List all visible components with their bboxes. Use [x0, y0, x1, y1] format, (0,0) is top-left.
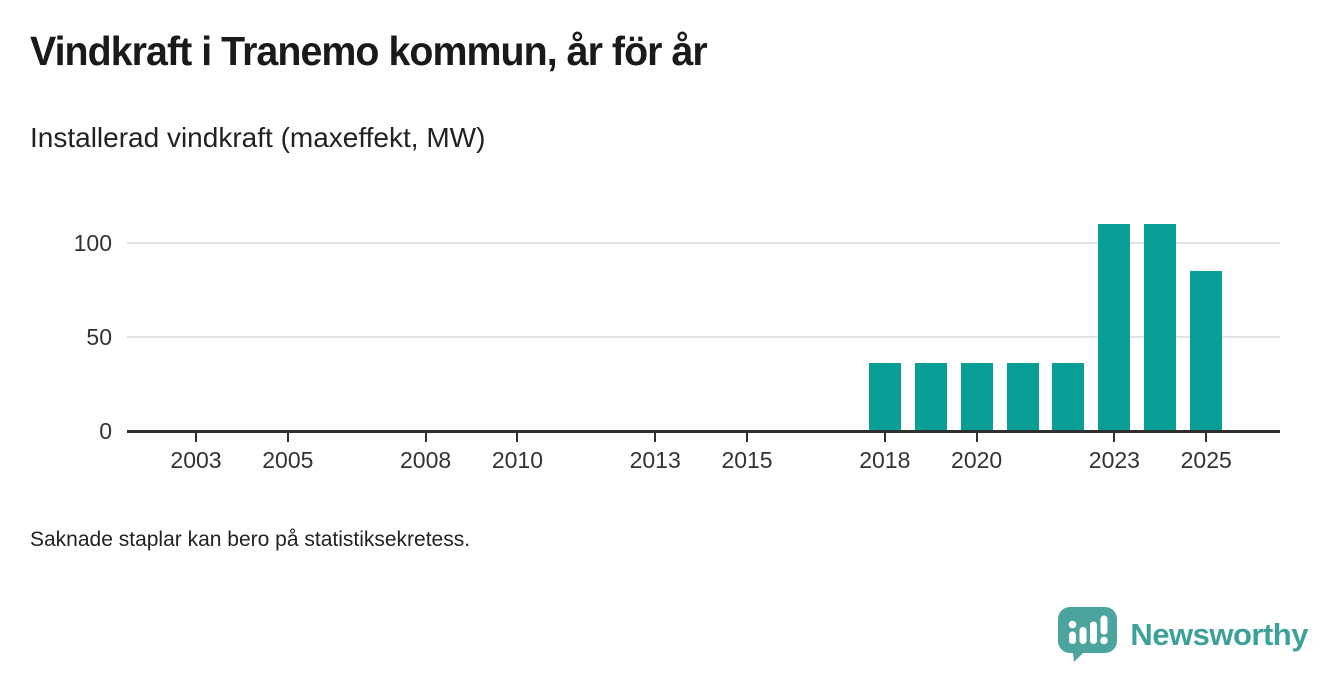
y-axis-label-50: 50: [86, 323, 112, 350]
x-tick-2023: [1113, 433, 1116, 442]
x-tick-2025: [1205, 433, 1208, 442]
bar-2019: [914, 363, 947, 430]
x-tick-2018: [883, 433, 886, 442]
x-axis-label-2018: 2018: [859, 447, 911, 473]
y-axis-label-0: 0: [99, 418, 112, 444]
y-axis-label-100: 100: [73, 229, 112, 256]
x-axis-label-2025: 2025: [1180, 447, 1232, 473]
bar-2018: [868, 363, 901, 430]
x-tick-2020: [975, 433, 978, 442]
x-tick-2003: [195, 433, 197, 442]
gridline-100: [127, 241, 1280, 244]
x-tick-2008: [424, 433, 427, 442]
page-title: Vindkraft i Tranemo kommun, år för år: [30, 28, 708, 74]
newsworthy-logo-icon: [1058, 607, 1118, 662]
chart-subtitle: Installerad vindkraft (maxeffekt, MW): [30, 122, 486, 153]
x-axis-label-2013: 2013: [629, 447, 681, 473]
x-axis-label-2015: 2015: [721, 447, 773, 473]
newsworthy-branding: Newsworthy: [1058, 607, 1308, 662]
x-axis-line: [127, 430, 1280, 433]
newsworthy-wordmark: Newsworthy: [1130, 616, 1308, 652]
chart-footnote: Saknade staplar kan bero på statistiksek…: [30, 528, 471, 551]
x-axis-label-2023: 2023: [1088, 447, 1140, 473]
bar-2025: [1190, 270, 1223, 430]
x-tick-2005: [286, 433, 289, 442]
x-axis-label-2020: 2020: [951, 447, 1003, 473]
x-tick-2010: [516, 433, 519, 442]
bar-2024: [1144, 223, 1177, 430]
x-axis-label-2008: 2008: [400, 447, 452, 473]
gridline-50: [127, 335, 1280, 338]
bar-2021: [1006, 363, 1039, 430]
bar-2020: [960, 363, 993, 430]
x-axis-label-2005: 2005: [262, 447, 314, 473]
bar-2023: [1098, 223, 1131, 430]
x-tick-2013: [654, 433, 657, 442]
x-tick-2015: [746, 433, 749, 442]
bar-2022: [1052, 363, 1085, 430]
x-axis-label-2003: 2003: [170, 447, 222, 473]
x-axis-label-2010: 2010: [491, 447, 544, 473]
